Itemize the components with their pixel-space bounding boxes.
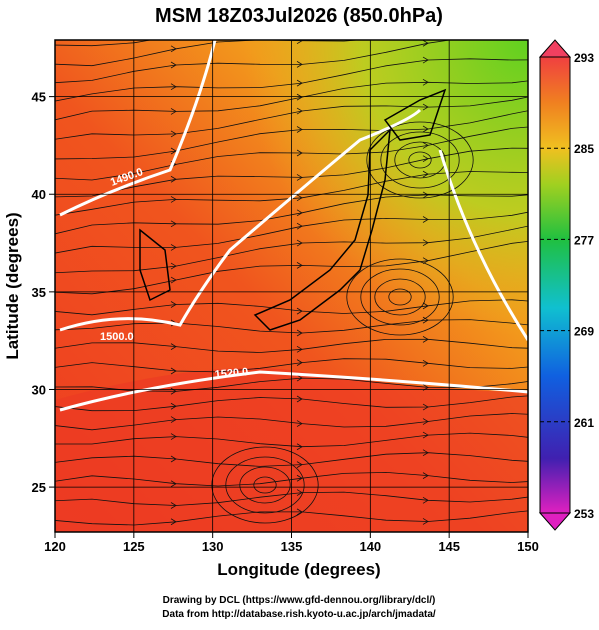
colorbar-tick-label: 253 (574, 507, 594, 521)
x-tick-label: 135 (281, 539, 303, 554)
x-tick-label: 120 (44, 539, 66, 554)
stream-vortex (360, 268, 440, 326)
stream-arrow (423, 27, 428, 33)
x-tick-label: 125 (123, 539, 145, 554)
stream-vortex (346, 258, 454, 336)
stream-vortex (253, 476, 277, 494)
stream-vortex (394, 141, 446, 179)
colorbar-tick-label: 285 (574, 142, 594, 156)
y-tick-label: 25 (32, 480, 46, 495)
map-field: 1490.0 1500.0 1520.0 (55, 9, 554, 532)
x-tick-label: 140 (359, 539, 381, 554)
stream-vortex (239, 466, 291, 504)
colorbar-tick-label: 269 (574, 325, 594, 339)
stream-vortex (388, 288, 412, 306)
colorbar (539, 56, 571, 514)
footer-line: Data from http://database.rish.kyoto-u.a… (162, 609, 436, 620)
y-axis-label: Latitude (degrees) (3, 212, 22, 359)
x-tick-label: 150 (517, 539, 539, 554)
y-tick-label: 30 (32, 382, 46, 397)
stream-vortex (374, 278, 426, 316)
stream-arrow (549, 33, 554, 39)
y-tick-label: 40 (32, 187, 46, 202)
x-tick-label: 130 (202, 539, 224, 554)
colorbar-tick-label: 293 (574, 51, 594, 65)
footer-line: Drawing by DCL (https://www.gfd-dennou.o… (163, 595, 436, 606)
x-tick-label: 145 (438, 539, 460, 554)
colorbar-tick-label: 261 (574, 416, 594, 430)
y-tick-label: 35 (32, 285, 46, 300)
stream-arrow (549, 9, 554, 15)
stream-vortex (225, 456, 305, 514)
stream-vortex (408, 151, 432, 169)
title: MSM 18Z03Jul2026 (850.0hPa) (155, 5, 443, 27)
colorbar-cap (538, 512, 572, 531)
colorbar-cap (538, 39, 572, 58)
stream-arrow (171, 33, 176, 39)
stream-vortex (366, 121, 474, 199)
contour-label: 1520.0 (214, 366, 249, 381)
stream-vortex (380, 131, 460, 189)
x-axis-label: Longitude (degrees) (217, 560, 380, 579)
contour-label: 1500.0 (100, 331, 134, 343)
y-tick-label: 45 (32, 90, 46, 105)
stream-vortex (211, 446, 319, 524)
colorbar-tick-label: 277 (574, 233, 594, 247)
